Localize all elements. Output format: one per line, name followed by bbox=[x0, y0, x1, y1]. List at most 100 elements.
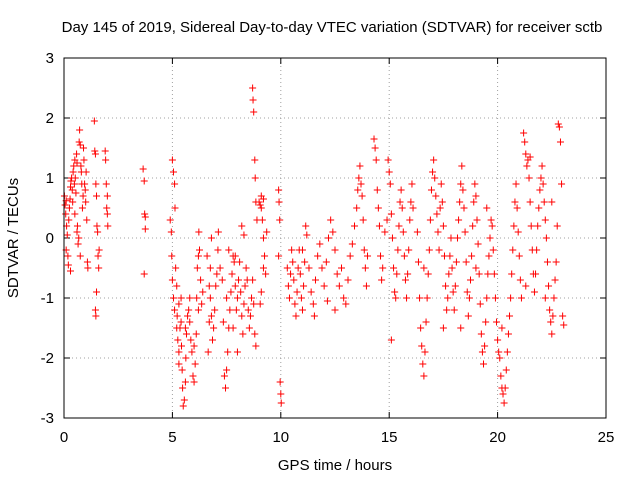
data-point bbox=[290, 276, 298, 284]
data-point bbox=[543, 258, 551, 266]
data-point bbox=[289, 258, 297, 266]
data-point bbox=[259, 264, 267, 272]
data-point bbox=[379, 264, 387, 272]
data-point bbox=[478, 348, 486, 356]
data-point bbox=[71, 174, 79, 182]
data-point bbox=[393, 270, 401, 278]
data-point bbox=[229, 324, 237, 332]
data-point bbox=[486, 234, 494, 242]
data-point bbox=[476, 300, 484, 308]
data-point bbox=[421, 348, 429, 356]
data-point bbox=[252, 342, 260, 350]
data-point bbox=[251, 330, 259, 338]
data-point bbox=[190, 378, 198, 386]
data-point bbox=[360, 246, 368, 254]
data-point bbox=[348, 240, 356, 248]
data-point bbox=[386, 180, 394, 188]
data-point bbox=[140, 177, 148, 185]
chart-title: Day 145 of 2019, Sidereal Day-to-day VTE… bbox=[62, 19, 603, 36]
data-point bbox=[77, 162, 85, 170]
data-point bbox=[68, 186, 76, 194]
data-point bbox=[430, 156, 438, 164]
data-point bbox=[94, 252, 102, 260]
data-point bbox=[82, 198, 90, 206]
data-point bbox=[399, 228, 407, 236]
data-point bbox=[91, 147, 99, 155]
data-point bbox=[292, 312, 300, 320]
data-point bbox=[140, 270, 148, 278]
data-point bbox=[91, 306, 99, 314]
data-point bbox=[182, 354, 190, 362]
data-point bbox=[226, 306, 234, 314]
data-point bbox=[425, 246, 433, 254]
data-point bbox=[554, 120, 562, 128]
data-point bbox=[426, 216, 434, 224]
data-point bbox=[485, 252, 493, 260]
data-point bbox=[314, 252, 322, 260]
data-point bbox=[172, 264, 180, 272]
data-point bbox=[251, 156, 259, 164]
data-point bbox=[73, 159, 81, 167]
x-tick-label: 10 bbox=[272, 429, 289, 446]
data-point bbox=[70, 180, 78, 188]
data-point bbox=[78, 204, 86, 212]
y-tick-label: -1 bbox=[41, 290, 54, 307]
data-point bbox=[207, 312, 215, 320]
data-point bbox=[472, 264, 480, 272]
data-point bbox=[91, 150, 99, 158]
data-point bbox=[198, 300, 206, 308]
data-point bbox=[65, 204, 73, 212]
data-point bbox=[225, 246, 233, 254]
data-point bbox=[95, 264, 103, 272]
data-point bbox=[395, 222, 403, 230]
data-point bbox=[237, 288, 245, 296]
data-point bbox=[346, 252, 354, 260]
data-point bbox=[322, 258, 330, 266]
data-point bbox=[526, 198, 534, 206]
data-point bbox=[81, 180, 89, 188]
data-point bbox=[216, 264, 224, 272]
data-point bbox=[173, 282, 181, 290]
data-point bbox=[233, 348, 241, 356]
data-point bbox=[257, 288, 265, 296]
data-point bbox=[371, 144, 379, 152]
data-point bbox=[206, 264, 214, 272]
data-point bbox=[298, 306, 306, 314]
data-point bbox=[388, 234, 396, 242]
data-point bbox=[443, 306, 451, 314]
data-point bbox=[240, 300, 248, 308]
data-point bbox=[463, 288, 471, 296]
data-point bbox=[547, 318, 555, 326]
data-point bbox=[73, 150, 81, 158]
data-point bbox=[333, 270, 341, 278]
data-point bbox=[358, 192, 366, 200]
data-point bbox=[219, 318, 227, 326]
data-point bbox=[76, 141, 84, 149]
data-point bbox=[503, 348, 511, 356]
data-point bbox=[533, 246, 541, 254]
data-point bbox=[205, 318, 213, 326]
data-point bbox=[451, 282, 459, 290]
data-point bbox=[422, 318, 430, 326]
data-point bbox=[508, 270, 516, 278]
data-point bbox=[300, 282, 308, 290]
axis-ticks: 0 5 10 15 20 25 -3 -2 -1 0 1 2 3 bbox=[41, 50, 615, 446]
data-point bbox=[536, 186, 544, 194]
data-point bbox=[323, 297, 331, 305]
data-point bbox=[301, 258, 309, 266]
data-point bbox=[432, 192, 440, 200]
data-point bbox=[180, 396, 188, 404]
data-point bbox=[103, 192, 111, 200]
data-point bbox=[509, 246, 517, 254]
data-point bbox=[378, 276, 386, 284]
data-point bbox=[74, 240, 82, 248]
data-point bbox=[414, 258, 422, 266]
data-point bbox=[223, 294, 231, 302]
data-point bbox=[396, 198, 404, 206]
data-point bbox=[84, 264, 92, 272]
data-point bbox=[361, 264, 369, 272]
y-axis-label: SDTVAR / TECUs bbox=[5, 178, 22, 298]
data-point bbox=[556, 138, 564, 146]
data-point bbox=[526, 153, 534, 161]
